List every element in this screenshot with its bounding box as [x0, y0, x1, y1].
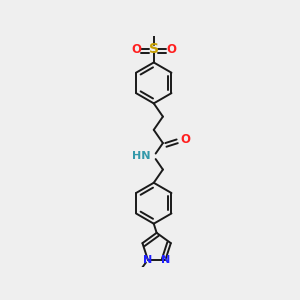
Text: O: O [166, 43, 176, 56]
Text: O: O [181, 133, 190, 146]
Text: S: S [149, 42, 159, 56]
Text: HN: HN [132, 151, 150, 161]
Text: N: N [161, 255, 170, 265]
Text: O: O [131, 43, 141, 56]
Text: N: N [143, 255, 152, 265]
